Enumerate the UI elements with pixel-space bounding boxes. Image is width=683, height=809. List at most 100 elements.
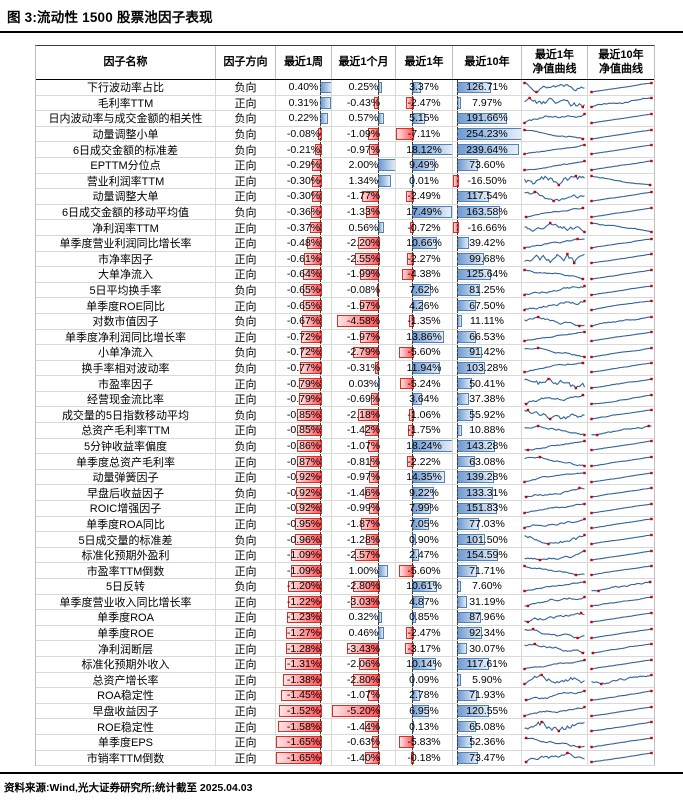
sparkline-marker	[525, 736, 528, 739]
value-cell-return-1w: -1.23%	[276, 610, 332, 625]
factor-name-cell: 成交量的5日指数移动平均	[36, 407, 216, 423]
sparkline-marker	[589, 221, 593, 225]
bar-axis-line	[377, 423, 379, 438]
value-cell-return-1m: -2.20%	[332, 235, 396, 251]
sparkline-marker	[557, 729, 560, 733]
negative-data-bar	[297, 424, 323, 437]
table-row: 动量弹簧因子 正向 -0.92% -0.97% 14.35% 139.28%	[36, 469, 654, 486]
value-cell-return-1w: -0.65%	[276, 298, 332, 313]
value-text: 0.57%	[348, 112, 379, 125]
value-text: -0.36%	[286, 206, 321, 219]
negative-data-bar	[408, 315, 414, 327]
value-text: -0.61%	[286, 252, 321, 265]
value-text: -2.79%	[346, 346, 381, 359]
table-row: 动量调整小单 负向 -0.08% -1.09% -7.11% 254.23%	[36, 126, 654, 143]
sparkline-marker	[589, 324, 593, 327]
nav-curve-1y-cell	[522, 376, 588, 391]
value-cell-return-1m: -0.81%	[332, 454, 396, 469]
factor-direction-cell: 正向	[216, 703, 276, 719]
nav-curve-1y-cell	[522, 189, 588, 204]
bar-axis-line	[457, 391, 459, 407]
factor-direction-cell: 负向	[216, 579, 276, 594]
negative-data-bar	[374, 362, 380, 374]
value-text: -5.60%	[407, 564, 441, 577]
sparkline-1y	[524, 346, 586, 359]
sparkline-marker	[528, 97, 531, 100]
sparkline-marker	[526, 605, 530, 608]
value-text: -5.24%	[407, 377, 441, 390]
value-text: -0.96%	[286, 533, 321, 546]
bar-axis-line	[457, 501, 459, 516]
value-cell-return-1w: -1.38%	[276, 672, 332, 688]
value-text: 0.01%	[409, 174, 439, 187]
bar-axis-line	[411, 220, 413, 235]
positive-data-bar	[377, 112, 385, 125]
value-text: -1.27%	[286, 627, 321, 640]
bar-axis-line	[320, 485, 322, 501]
sparkline-marker	[649, 642, 653, 646]
value-text: 0.32%	[348, 611, 379, 624]
bar-axis-line	[320, 298, 322, 313]
value-text: -0.72%	[286, 330, 321, 343]
sparkline-1y	[523, 299, 586, 312]
sparkline-marker	[583, 355, 586, 359]
factor-name-cell: ROE稳定性	[36, 719, 216, 734]
value-cell-return-10y: 143.28%	[453, 438, 522, 454]
factor-direction-cell: 正向	[216, 251, 276, 267]
bar-axis-line	[457, 157, 459, 173]
value-text: -1.20%	[286, 580, 321, 593]
factor-name-cell: 5日成交量的标准差	[36, 532, 216, 547]
factor-name-cell: 5日平均换手率	[36, 282, 216, 298]
value-cell-return-1y: 9.49%	[396, 157, 453, 173]
negative-data-bar	[364, 486, 380, 499]
table-row: 小单净流入 负向 -0.72% -2.79% -5.60% 91.42%	[36, 345, 654, 361]
bar-axis-line	[377, 594, 379, 610]
value-text: 7.05%	[409, 517, 439, 530]
sparkline-marker	[523, 683, 526, 686]
value-text: -1.97%	[346, 299, 381, 312]
value-text: 0.22%	[288, 112, 319, 125]
value-cell-return-10y: -16.50%	[453, 173, 522, 189]
negative-data-bar	[295, 486, 323, 499]
value-cell-return-10y: 139.28%	[453, 469, 522, 485]
nav-curve-1y-cell	[522, 111, 588, 126]
value-text: 191.66%	[466, 112, 508, 125]
bar-axis-line	[377, 734, 379, 750]
table-row: 5日成交量的标准差 负向 -0.96% -1.28% 0.90% 101.50%	[36, 532, 654, 548]
factor-name-cell: 5分钟收益率偏度	[36, 438, 216, 454]
negative-data-bar	[368, 502, 380, 515]
nav-curve-10y-cell	[588, 454, 654, 469]
value-text: 92.34%	[469, 627, 505, 640]
bar-axis-line	[377, 173, 379, 189]
sparkline-marker	[526, 409, 530, 412]
value-text: 1.34%	[348, 174, 379, 187]
value-cell-return-1y: -4.38%	[396, 267, 453, 282]
value-text: 120.55%	[466, 705, 508, 718]
value-text: -2.18%	[346, 408, 381, 421]
table-row: 单季度总资产毛利率 正向 -0.87% -0.81% -2.22% 63.08%	[36, 454, 654, 470]
sparkline-marker	[547, 377, 550, 381]
value-text: 10.88%	[469, 424, 505, 437]
negative-data-bar	[358, 408, 380, 421]
bar-axis-line	[457, 220, 459, 235]
nav-curve-10y-cell	[588, 407, 654, 422]
bar-axis-line	[320, 516, 322, 532]
value-text: -1.38%	[286, 673, 321, 686]
value-text: 6.95%	[409, 705, 439, 718]
table-row: ROE稳定性 正向 -1.58% -1.44% 0.13% 65.08%	[36, 719, 654, 735]
value-text: -0.72%	[286, 346, 321, 359]
negative-data-bar	[286, 627, 323, 639]
bar-axis-line	[320, 204, 322, 220]
value-text: -0.08%	[346, 284, 381, 297]
negative-data-bar	[287, 596, 323, 608]
value-text: 11.94%	[406, 361, 442, 374]
value-cell-return-1m: -0.99%	[332, 501, 396, 516]
sparkline-marker	[581, 277, 584, 281]
value-cell-return-1m: -2.57%	[332, 547, 396, 563]
sparkline-marker	[523, 308, 526, 312]
nav-curve-1y-cell	[522, 469, 588, 485]
sparkline-1y	[524, 440, 586, 452]
nav-curve-10y-cell	[588, 252, 654, 267]
bar-axis-line	[457, 360, 459, 376]
value-cell-return-1y: 7.99%	[396, 501, 453, 516]
